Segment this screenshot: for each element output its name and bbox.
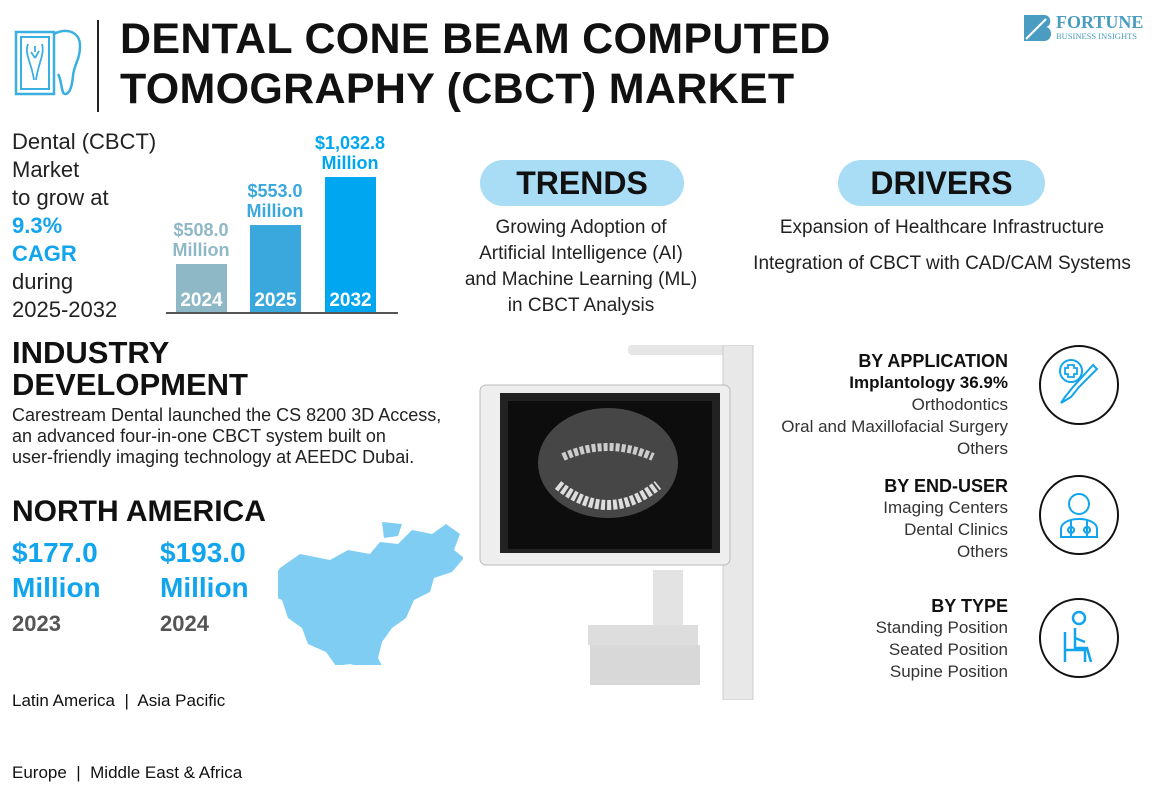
segment-item: Imaging Centers — [883, 498, 1008, 517]
region-amount: $177.0 — [12, 537, 98, 568]
growth-summary: Dental (CBCT) Market to grow at 9.3% CAG… — [12, 128, 156, 324]
bar-value-label: $508.0 Million — [172, 220, 230, 260]
title-line-2: TOMOGRAPHY (CBCT) MARKET — [120, 65, 795, 113]
doctor-icon — [1039, 475, 1119, 555]
bar-2032: 2032 — [325, 177, 376, 312]
logo-subtext: BUSINESS INSIGHTS — [1056, 31, 1137, 41]
north-america-map — [278, 522, 463, 665]
industry-text: Carestream Dental launched the CS 8200 3… — [12, 405, 441, 468]
industry-heading-line: INDUSTRY — [12, 335, 170, 370]
segment-title: BY TYPE — [931, 596, 1008, 616]
segment-item: Orthodontics — [911, 395, 1008, 414]
region-unit: Million — [12, 572, 101, 603]
seated-person-icon — [1039, 598, 1119, 678]
fortune-logo-icon — [1024, 14, 1052, 41]
scalpel-icon — [1039, 345, 1119, 425]
driver-item: Expansion of Healthcare Infrastructure — [779, 217, 1105, 238]
driver-item: Integration of CBCT with CAD/CAM Systems — [753, 253, 1131, 274]
industry-line: an advanced four-in-one CBCT system buil… — [12, 426, 386, 446]
industry-line: Carestream Dental launched the CS 8200 3… — [12, 405, 442, 425]
logo-text: FORTUNE — [1056, 12, 1144, 32]
regions-line: Europe | Middle East & Africa — [12, 763, 243, 782]
industry-heading: INDUSTRY DEVELOPMENT — [12, 337, 248, 401]
drivers-heading: DRIVERS — [838, 160, 1045, 206]
header-divider — [97, 20, 99, 112]
bar-2025: 2025 — [250, 225, 301, 312]
growth-line: Market — [12, 157, 80, 182]
trend-line: Growing Adoption of — [495, 217, 667, 238]
page-title: DENTAL CONE BEAM COMPUTED TOMOGRAPHY (CB… — [120, 14, 831, 114]
segment-title: BY END-USER — [884, 476, 1008, 496]
title-line-1: DENTAL CONE BEAM COMPUTED — [120, 15, 831, 63]
brand-logo: FORTUNE BUSINESS INSIGHTS — [1024, 12, 1144, 41]
segment-item: Dental Clinics — [904, 520, 1008, 539]
segment-by-type: BY TYPE Standing Position Seated Positio… — [876, 595, 1008, 683]
regions-line: Latin America | Asia Pacific — [12, 691, 226, 710]
segment-item: Seated Position — [888, 640, 1008, 659]
region-heading: NORTH AMERICA — [12, 495, 266, 528]
segment-item: Others — [956, 542, 1008, 561]
bar-year-label: 2025 — [254, 290, 297, 311]
segment-item: Oral and Maxillofacial Surgery — [781, 417, 1008, 436]
growth-line: Dental (CBCT) — [12, 129, 157, 154]
growth-line: to grow at — [12, 185, 109, 210]
segment-by-application: BY APPLICATION Implantology 36.9% Orthod… — [781, 350, 1008, 460]
other-regions: Latin America | Asia Pacific Europe | Mi… — [12, 641, 242, 809]
region-value-2023: $177.0 Million 2023 — [12, 535, 101, 637]
region-year: 2023 — [12, 611, 61, 636]
bar-year-label: 2024 — [180, 290, 223, 311]
trend-line: Artificial Intelligence (AI) — [479, 243, 683, 264]
trend-line: and Machine Learning (ML) — [464, 269, 698, 290]
segment-by-end-user: BY END-USER Imaging Centers Dental Clini… — [883, 475, 1008, 563]
bar-year-label: 2032 — [329, 290, 372, 311]
trend-line: in CBCT Analysis — [507, 295, 655, 316]
cbct-device-image — [479, 345, 754, 700]
industry-heading-line: DEVELOPMENT — [12, 367, 248, 402]
segment-title: BY APPLICATION — [858, 351, 1008, 371]
region-amount: $193.0 — [160, 537, 246, 568]
bar-value-label: $553.0 Million — [246, 181, 304, 221]
trends-text: Growing Adoption of Artificial Intellige… — [441, 215, 721, 319]
growth-line: during — [12, 269, 74, 294]
industry-line: user-friendly imaging technology at AEED… — [12, 447, 415, 467]
forecast-period: 2025-2032 — [12, 297, 118, 322]
region-unit: Million — [160, 572, 249, 603]
cagr-label: CAGR — [12, 241, 77, 266]
market-size-bar-chart: 2024 $508.0 Million 2025 $553.0 Million 2032 $1… — [166, 120, 398, 312]
trends-heading: TRENDS — [480, 160, 684, 206]
chart-baseline — [166, 312, 398, 314]
segment-item: Supine Position — [889, 662, 1008, 681]
region-year: 2024 — [160, 611, 209, 636]
segment-item: Others — [956, 439, 1008, 458]
segment-highlight: Implantology 36.9% — [849, 373, 1008, 392]
bar-value-label: $1,032.8 Million — [314, 133, 386, 173]
segment-item: Standing Position — [875, 618, 1008, 637]
cagr-value: 9.3% — [12, 213, 63, 238]
bar-2024: 2024 — [176, 264, 227, 312]
region-value-2024: $193.0 Million 2024 — [160, 535, 249, 637]
tooth-xray-icon — [14, 29, 82, 96]
